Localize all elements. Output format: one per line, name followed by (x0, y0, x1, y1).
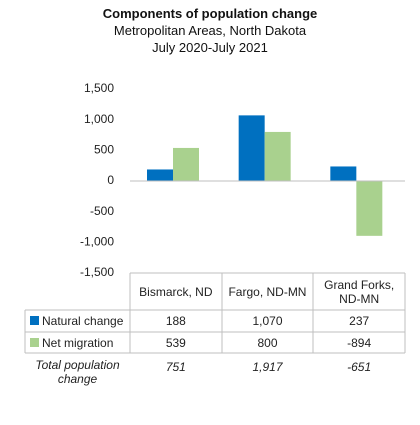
y-tick-label: -1,000 (80, 235, 114, 249)
legend-swatch (30, 338, 39, 347)
table-value: 237 (349, 314, 370, 328)
total-value: 1,917 (252, 360, 283, 374)
total-value: 751 (165, 360, 186, 374)
y-tick-label: -500 (90, 204, 114, 218)
chart-subtitle: July 2020-July 2021 (152, 40, 268, 55)
table-value: 188 (165, 314, 186, 328)
table-value: -894 (347, 335, 372, 350)
total-label: Total population change (35, 358, 120, 386)
table-borders (24, 272, 406, 354)
bar (356, 181, 383, 236)
legend-label: Net migration (42, 335, 114, 350)
y-tick-label: 1,500 (84, 81, 114, 95)
table-value: 800 (257, 335, 278, 350)
y-tick-label: 1,000 (84, 112, 114, 126)
legend-swatch (30, 316, 39, 325)
bar (330, 166, 357, 181)
table-value: 1,070 (252, 314, 283, 328)
y-tick-label: 500 (94, 143, 114, 157)
legend-label: Natural change (42, 314, 124, 328)
chart-title: Components of population change (102, 6, 318, 21)
category-label: Fargo, ND-MN (228, 285, 307, 299)
total-value: -651 (347, 360, 372, 374)
y-tick-label: 0 (107, 173, 114, 187)
bar (147, 169, 173, 181)
bar (238, 115, 265, 181)
y-tick-label: -1,500 (80, 265, 114, 279)
chart-subtitle: Metropolitan Areas, North Dakota (113, 23, 307, 38)
table-value: 539 (165, 335, 186, 350)
bar (264, 131, 291, 181)
category-label: Grand Forks, ND-MN (324, 278, 395, 306)
category-label: Bismarck, ND (139, 285, 213, 299)
bar (173, 147, 199, 181)
